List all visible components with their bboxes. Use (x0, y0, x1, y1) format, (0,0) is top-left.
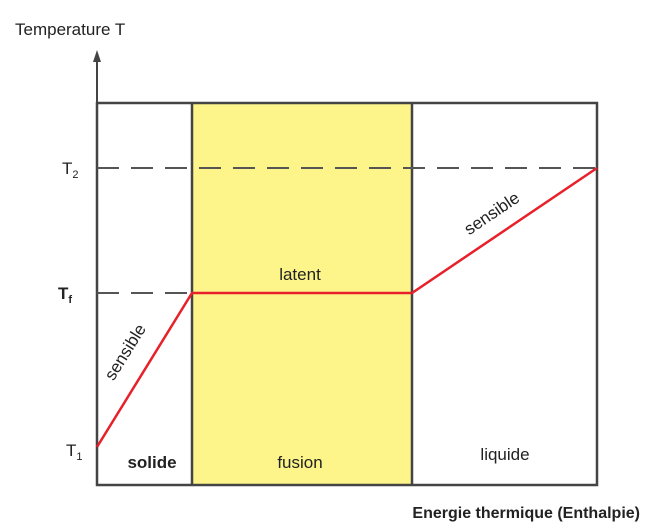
level-name: T (66, 441, 76, 460)
phase-label: fusion (277, 453, 322, 472)
level-sub: f (68, 294, 72, 306)
level-name: T (62, 159, 72, 178)
segment-label: latent (279, 265, 321, 284)
level-label: T1 (66, 441, 83, 463)
level-label: Tf (58, 284, 72, 306)
level-name: T (58, 284, 69, 303)
phase-label: solide (127, 453, 176, 472)
y-axis-arrow (93, 50, 101, 62)
level-label: T2 (62, 159, 79, 181)
x-axis-label: Energie thermique (Enthalpie) (412, 505, 640, 522)
level-sub: 1 (76, 451, 82, 463)
segment-label: sensible (461, 188, 523, 239)
phase-label: liquide (480, 445, 529, 464)
temperature-curve (95, 166, 598, 448)
level-sub: 2 (72, 169, 78, 181)
y-axis-label: Temperature T (15, 20, 125, 39)
